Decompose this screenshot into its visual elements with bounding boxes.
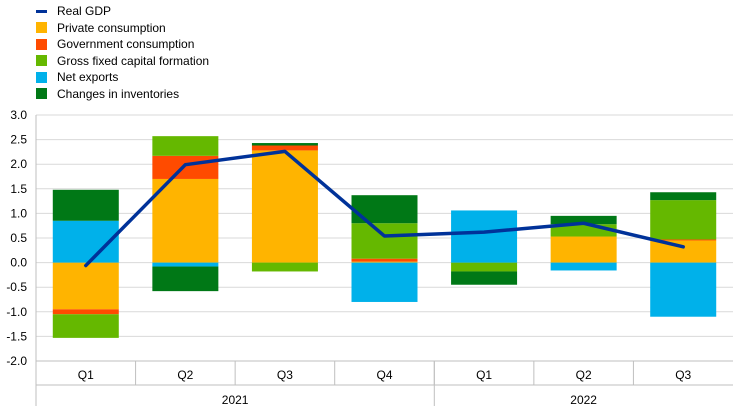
bar-government-consumption <box>152 155 219 179</box>
y-tick-label: 1.5 <box>10 182 27 196</box>
legend-item-real-gdp: Real GDP <box>36 3 209 20</box>
bar-private-consumption <box>152 178 219 263</box>
bar-private-consumption <box>251 150 318 263</box>
x-tick-label: Q1 <box>476 368 492 382</box>
bar-changes-in-inventories <box>351 195 418 224</box>
legend-swatch-private-consumption <box>36 22 47 34</box>
bar-gross-fixed-capital-formation <box>451 262 518 272</box>
x-year-label: 2022 <box>570 393 597 407</box>
y-tick-label: 2.5 <box>10 133 27 147</box>
bar-net-exports <box>152 262 219 267</box>
legend: Real GDP Private consumption Government … <box>36 3 209 102</box>
bar-private-consumption <box>351 261 418 263</box>
bar-gross-fixed-capital-formation <box>251 262 318 272</box>
y-tick-label: -2.0 <box>6 354 27 368</box>
legend-label-gfcf: Gross fixed capital formation <box>57 53 210 68</box>
bar-net-exports <box>351 262 418 302</box>
bar-government-consumption <box>52 309 119 315</box>
legend-swatch-gfcf <box>36 55 47 67</box>
bar-changes-in-inventories <box>251 143 318 146</box>
x-tick-label: Q2 <box>177 368 193 382</box>
legend-label-private-consumption: Private consumption <box>57 20 166 35</box>
legend-swatch-real-gdp <box>36 9 47 13</box>
legend-label-inventories: Changes in inventories <box>57 86 180 101</box>
line-real-gdp <box>84 149 685 268</box>
x-tick-label: Q1 <box>78 368 94 382</box>
legend-item-net-exports: Net exports <box>36 69 209 86</box>
bar-gross-fixed-capital-formation <box>650 200 717 240</box>
bar-gross-fixed-capital-formation <box>52 314 119 338</box>
bar-private-consumption <box>650 240 717 263</box>
legend-label-government-consumption: Government consumption <box>57 37 195 52</box>
y-tick-label: 2.0 <box>10 157 27 171</box>
legend-item-government-consumption: Government consumption <box>36 36 209 53</box>
legend-item-changes-in-inventories: Changes in inventories <box>36 86 209 103</box>
legend-swatch-net-exports <box>36 71 47 83</box>
bar-private-consumption <box>52 262 119 310</box>
bar-government-consumption <box>650 239 717 241</box>
legend-swatch-government-consumption <box>36 38 47 50</box>
y-tick-label: -0.5 <box>6 280 27 294</box>
legend-swatch-inventories <box>36 88 47 100</box>
legend-item-private-consumption: Private consumption <box>36 20 209 37</box>
bar-private-consumption <box>550 236 617 263</box>
legend-label-net-exports: Net exports <box>57 70 119 85</box>
bar-changes-in-inventories <box>52 189 119 221</box>
x-tick-label: Q4 <box>376 368 392 382</box>
bar-government-consumption <box>351 258 418 262</box>
bar-net-exports <box>451 210 518 263</box>
bar-changes-in-inventories <box>451 271 518 285</box>
y-tick-label: 0.5 <box>10 231 27 245</box>
x-tick-label: Q3 <box>675 368 691 382</box>
x-tick-label: Q2 <box>576 368 592 382</box>
x-year-label: 2021 <box>222 393 249 407</box>
legend-label-real-gdp: Real GDP <box>57 4 112 19</box>
bar-changes-in-inventories <box>152 266 219 292</box>
bar-changes-in-inventories <box>650 192 717 201</box>
bar-government-consumption <box>251 145 318 151</box>
bar-changes-in-inventories <box>550 215 617 225</box>
y-tick-label: -1.5 <box>6 329 27 343</box>
y-tick-label: 1.0 <box>10 206 27 220</box>
y-tick-label: 3.0 <box>10 108 27 122</box>
bar-gross-fixed-capital-formation <box>351 223 418 259</box>
legend-item-gross-fixed-capital-formation: Gross fixed capital formation <box>36 53 209 70</box>
y-tick-label: -1.0 <box>6 305 27 319</box>
bar-gross-fixed-capital-formation <box>152 136 219 156</box>
y-tick-label: 0.0 <box>10 256 27 270</box>
bar-net-exports <box>550 262 617 271</box>
bar-net-exports <box>650 262 717 317</box>
x-tick-label: Q3 <box>277 368 293 382</box>
